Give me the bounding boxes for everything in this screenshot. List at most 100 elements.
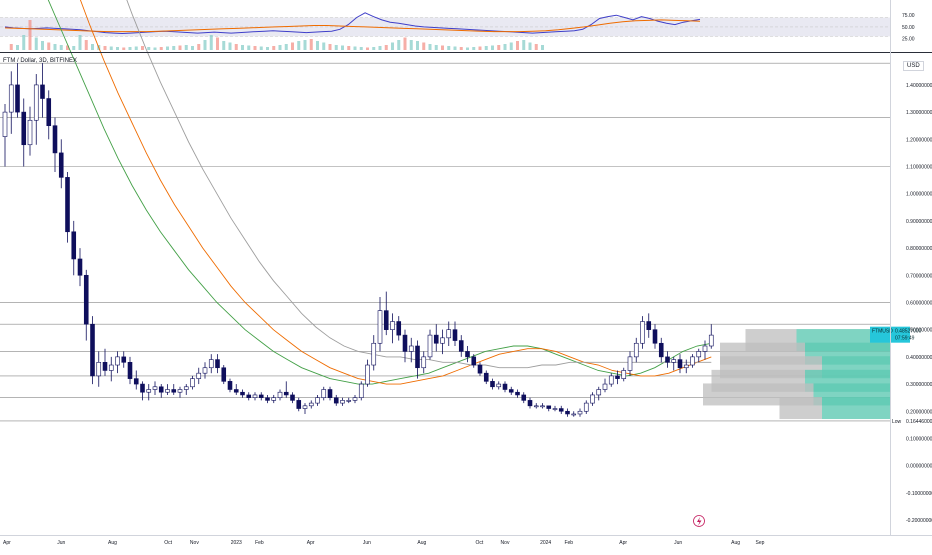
time-tick-label: 2024	[540, 540, 551, 546]
candle-body	[265, 397, 270, 401]
price-tick-label: 0.90000000	[906, 219, 932, 225]
candle-body	[58, 152, 64, 178]
candle-body	[183, 386, 189, 390]
candle-body	[402, 334, 408, 352]
volume-bar	[172, 46, 176, 50]
candle-body	[365, 364, 370, 385]
price-axis[interactable]: 1.40000000 1.30000000 1.20000000 1.10000000…	[870, 83, 932, 524]
candle-body	[21, 111, 27, 146]
candle-body	[108, 364, 114, 371]
candle-body	[115, 356, 120, 366]
candle-body	[46, 98, 52, 127]
candle-body	[233, 389, 239, 393]
candle-body	[52, 125, 58, 154]
candle-body	[221, 367, 227, 382]
candle-body	[315, 397, 320, 404]
volume-bar	[316, 41, 319, 50]
low-label: Low	[892, 419, 902, 425]
candle-body	[215, 359, 220, 369]
candle-body	[346, 400, 352, 402]
price-tick-label: 1.30000000	[906, 110, 932, 116]
candle-body	[296, 400, 302, 409]
volume-bar	[159, 47, 163, 50]
volume-bar	[491, 45, 494, 50]
candle-body	[65, 177, 70, 233]
candle-body	[527, 400, 533, 407]
volume-bar	[334, 45, 338, 50]
symbol-header: FTM / Dollar, 3D, BITFINEX	[3, 58, 78, 64]
candle-body	[508, 389, 514, 393]
time-tick-label: Apr	[619, 540, 627, 546]
volume-bar	[447, 46, 451, 50]
candle-body	[440, 337, 445, 344]
candle-body	[33, 84, 39, 121]
candle-body	[171, 389, 177, 393]
price-tick-label: 0.60000000	[906, 300, 932, 306]
volume-bar	[209, 35, 213, 50]
time-tick-label: Jun	[674, 540, 682, 546]
candle-body	[702, 345, 708, 352]
candle-body	[408, 345, 414, 352]
candle-body	[158, 386, 164, 393]
candle-body	[490, 381, 495, 388]
volume-bar	[347, 46, 351, 50]
volume-bar	[253, 46, 257, 50]
price-tick-label: -0.10000000	[906, 491, 932, 497]
volume-bar	[328, 44, 332, 50]
candle-body	[446, 329, 452, 339]
volume-bar	[128, 47, 132, 50]
volume-bar	[191, 46, 194, 50]
candle-body	[633, 342, 639, 358]
lightning-icon-bolt	[697, 517, 702, 526]
volume-bar	[203, 40, 207, 50]
candle-body	[577, 410, 583, 415]
price-tick-label: -0.20000000	[906, 518, 932, 524]
volume-bar	[266, 47, 269, 50]
price-tick-label: 0.50000000	[906, 328, 932, 334]
price-tick-label: 0.20000000	[906, 409, 932, 415]
candle-body	[121, 356, 127, 363]
volume-bar	[141, 46, 144, 50]
candle-body	[502, 383, 508, 390]
volume-bar	[278, 45, 282, 50]
candle-body	[371, 342, 377, 366]
volume-bar	[472, 47, 476, 50]
volume-bar	[503, 44, 507, 50]
volume-bar	[34, 37, 38, 50]
candle-body	[165, 389, 170, 393]
candle-body	[515, 391, 520, 396]
last-price-symbol: FTMUSD	[872, 329, 893, 335]
currency-button[interactable]: USD	[903, 61, 924, 71]
price-panel	[0, 0, 890, 422]
volume-bar	[291, 42, 294, 50]
volume-bar	[322, 42, 326, 50]
candle-body	[533, 405, 539, 408]
lightning-icon[interactable]	[693, 515, 705, 527]
candle-body	[646, 321, 652, 330]
candle-body	[133, 378, 139, 385]
volume-bar	[309, 39, 313, 50]
volume-bar	[103, 46, 107, 50]
candle-body	[90, 323, 95, 377]
candle-body	[383, 310, 389, 330]
candle-body	[83, 274, 89, 325]
volume-bar	[391, 42, 394, 50]
price-tick-label: 0.80000000	[906, 246, 932, 252]
volume-bar	[22, 35, 26, 50]
time-tick-label: Feb	[564, 540, 573, 546]
time-tick-label: Jun	[363, 540, 371, 546]
candle-body	[433, 334, 439, 344]
candle-body	[8, 84, 14, 113]
candle-body	[127, 362, 133, 379]
time-tick-label: Aug	[731, 540, 740, 546]
candle-body	[40, 84, 45, 99]
time-axis[interactable]: Apr Jun Aug Oct Nov 2023 Feb Apr Jun Aug Oct Nov 202…	[3, 540, 765, 546]
volume-bar	[184, 45, 188, 50]
volume-bar	[234, 44, 238, 50]
rsi-panel: 75.00 50.00 25.00	[0, 12, 915, 50]
price-tick-label: 1.00000000	[906, 192, 932, 198]
volume-bar	[216, 37, 219, 50]
candle-body	[421, 356, 427, 369]
moving-average-line	[47, 0, 712, 385]
